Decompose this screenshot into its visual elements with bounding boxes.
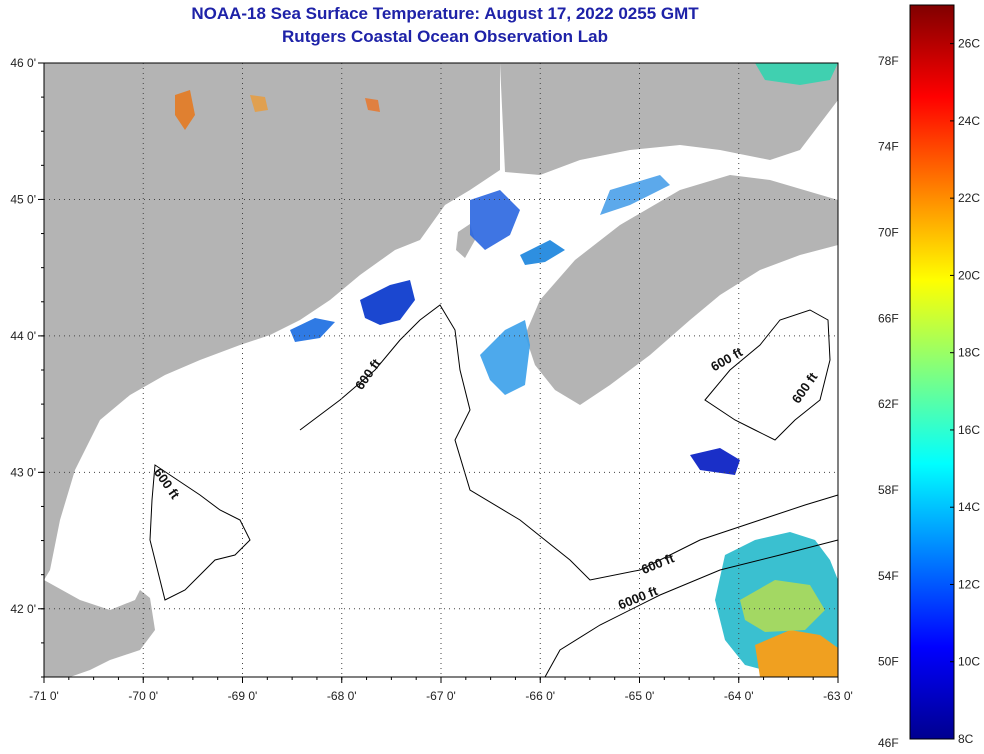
celsius-label: 18C <box>958 346 980 360</box>
sst-patches <box>175 63 838 677</box>
celsius-scale: 26C 24C 22C 20C 18C 16C 14C 12C 10C 8C <box>950 37 980 746</box>
sst-patch-top-right <box>755 63 838 85</box>
colorbar-gradient <box>909 4 955 740</box>
lon-tick-label: -63 0' <box>823 689 853 703</box>
map-subtitle: Rutgers Coastal Ocean Observation Lab <box>282 27 608 46</box>
sst-patch-west <box>290 318 335 342</box>
sst-patch-east-coast <box>480 320 530 395</box>
sst-patch-inland-3 <box>365 98 380 112</box>
lat-tick-label: 45 0' <box>10 192 36 206</box>
contour-600ft-west <box>149 464 251 601</box>
lon-tick-label: -68 0' <box>327 689 357 703</box>
lat-tick-label: 46 0' <box>10 56 36 70</box>
sst-patch-fundy-north <box>600 175 670 215</box>
sst-patch-bay-of-fundy <box>470 190 520 250</box>
land-new-england <box>44 63 500 580</box>
lon-tick-label: -67 0' <box>426 689 456 703</box>
contour-600ft-ne <box>704 309 831 441</box>
sst-patch-inland-1 <box>175 90 195 130</box>
lon-tick-label: -66 0' <box>525 689 555 703</box>
land-nova-scotia <box>525 175 838 405</box>
sst-patch-southeast-blue <box>690 448 740 475</box>
celsius-label: 12C <box>958 577 980 591</box>
sst-patch-mid-gulf <box>360 280 415 325</box>
latitude-axis: 46 0' 45 0' 44 0' 43 0' 42 0' <box>10 56 44 678</box>
lat-tick-label: 42 0' <box>10 602 36 616</box>
longitude-axis: -71 0' -70 0' -69 0' -68 0' -67 0' -66 0' -65 … <box>29 677 853 703</box>
bathymetry-contours <box>149 304 839 678</box>
sst-patch-fundy-mouth <box>520 240 565 265</box>
lon-tick-label: -69 0' <box>228 689 258 703</box>
celsius-label: 24C <box>958 114 980 128</box>
contour-6000ft <box>544 539 839 678</box>
sst-patch-inland-2 <box>250 95 268 112</box>
celsius-label: 26C <box>958 37 980 51</box>
lon-tick-label: -64 0' <box>724 689 754 703</box>
lon-tick-label: -70 0' <box>128 689 158 703</box>
celsius-label: 16C <box>958 423 980 437</box>
lon-tick-label: -65 0' <box>625 689 655 703</box>
celsius-label: 8C <box>958 732 974 746</box>
sst-patch-gulf-stream-mid <box>740 580 825 632</box>
celsius-label: 20C <box>958 268 980 282</box>
lon-tick-label: -71 0' <box>29 689 59 703</box>
land-cape-cod <box>44 580 155 677</box>
lat-tick-label: 44 0' <box>10 329 36 343</box>
land-new-brunswick <box>500 63 838 175</box>
sst-patch-gulf-stream-warm <box>755 630 838 677</box>
celsius-label: 14C <box>958 500 980 514</box>
map-title: NOAA-18 Sea Surface Temperature: August … <box>191 4 699 23</box>
celsius-label: 22C <box>958 191 980 205</box>
contour-600ft-basin <box>299 304 839 581</box>
celsius-label: 10C <box>958 655 980 669</box>
lat-tick-label: 43 0' <box>10 465 36 479</box>
